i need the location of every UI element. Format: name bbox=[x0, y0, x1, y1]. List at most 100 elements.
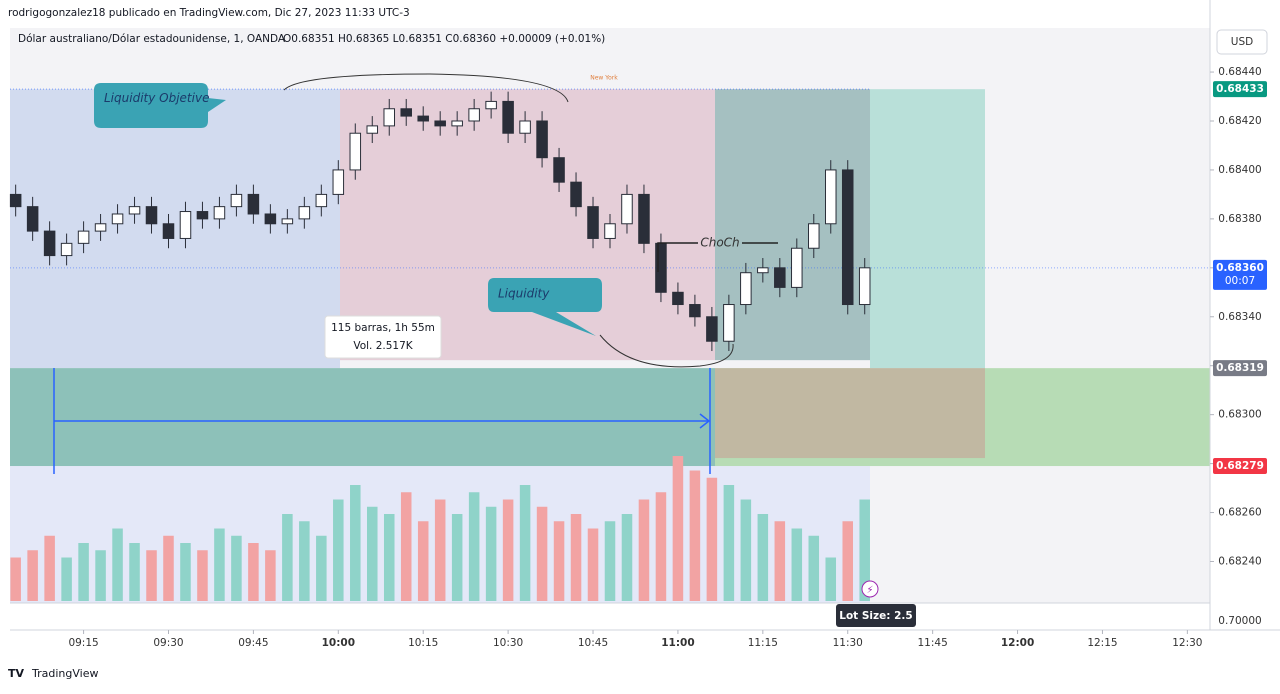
candle-body bbox=[824, 169, 837, 225]
candle-body bbox=[281, 218, 294, 225]
candle-body bbox=[162, 223, 175, 239]
volume-bar bbox=[468, 492, 480, 601]
x-tick-label: 11:15 bbox=[748, 637, 778, 649]
candle-body bbox=[366, 125, 379, 134]
volume-bar bbox=[146, 550, 157, 601]
lot-size-box bbox=[836, 604, 916, 627]
candle-body bbox=[502, 100, 514, 134]
price-tag-label: 0.68319 bbox=[1216, 362, 1264, 374]
brand: TradingView bbox=[31, 667, 98, 680]
alert-icon[interactable] bbox=[861, 580, 879, 598]
candle-body bbox=[77, 230, 90, 244]
x-tick-label: 09:45 bbox=[238, 637, 268, 649]
range-bars: 115 barras, 1h 55m bbox=[331, 322, 435, 334]
x-tick-label: 10:45 bbox=[578, 637, 608, 649]
ohlc: O0.68351 H0.68365 L0.68351 C0.68360 +0.0… bbox=[283, 33, 605, 45]
session-label: New York bbox=[590, 75, 618, 82]
price-tag bbox=[1213, 259, 1267, 290]
low-arc bbox=[599, 334, 734, 368]
y-tick-label: 0.68400 bbox=[1218, 164, 1261, 176]
symbol: Dólar australiano/Dólar estadounidense, … bbox=[18, 33, 286, 45]
price-tag bbox=[1213, 458, 1267, 475]
callout bbox=[488, 278, 602, 336]
candle-body bbox=[451, 120, 463, 127]
volume-bar bbox=[672, 456, 684, 601]
candle-body bbox=[400, 108, 412, 117]
volume-bar bbox=[740, 499, 752, 601]
y-tick-label: 0.68260 bbox=[1218, 507, 1261, 519]
candle-body bbox=[247, 193, 260, 215]
currency[interactable]: USD bbox=[1231, 36, 1253, 48]
alert-glyph: ⚡ bbox=[866, 585, 873, 596]
target-zone bbox=[10, 368, 715, 467]
candle-body bbox=[111, 213, 124, 225]
candle-body bbox=[740, 272, 752, 306]
candle-body bbox=[9, 193, 22, 208]
candle-body bbox=[434, 120, 446, 127]
volume-bar bbox=[282, 514, 293, 601]
volume-bar bbox=[248, 543, 259, 601]
x-tick-label: 10:30 bbox=[493, 637, 523, 649]
candle-body bbox=[723, 304, 735, 342]
candle-body bbox=[841, 169, 854, 306]
volume-bar bbox=[791, 528, 803, 601]
liquidity-objective-1: Liquidity Objetive bbox=[104, 91, 209, 105]
candle-body bbox=[808, 223, 820, 249]
volume-bar bbox=[180, 543, 191, 601]
candle-body bbox=[26, 206, 39, 232]
volume-bar bbox=[129, 543, 140, 601]
stop-zone bbox=[870, 89, 985, 369]
volume-bar bbox=[757, 514, 769, 601]
candle-body bbox=[230, 193, 243, 208]
volume-bar bbox=[333, 499, 344, 601]
volume-bar bbox=[536, 506, 548, 601]
volume-bar bbox=[859, 499, 870, 601]
range-zone bbox=[10, 89, 340, 369]
volume-bar bbox=[316, 535, 327, 601]
candle-body bbox=[757, 267, 769, 274]
volume-bar bbox=[706, 477, 718, 601]
volume-bar bbox=[723, 485, 735, 601]
volume-bar bbox=[451, 514, 463, 601]
x-tick-label: 12:15 bbox=[1087, 637, 1117, 649]
candle-body bbox=[638, 193, 650, 244]
volume-bar bbox=[383, 514, 395, 601]
countdown: 00:07 bbox=[1225, 275, 1255, 287]
volume-bar bbox=[44, 535, 55, 601]
x-tick-label: 12:00 bbox=[1001, 637, 1034, 649]
range-zone bbox=[340, 89, 715, 361]
candle-body bbox=[196, 211, 209, 220]
y-tick-label: 0.68340 bbox=[1218, 311, 1261, 323]
volume-bar bbox=[10, 557, 21, 601]
x-tick-label: 10:15 bbox=[408, 637, 438, 649]
x-tick-label: 10:00 bbox=[322, 637, 355, 649]
volume-bar bbox=[808, 535, 820, 601]
candle-body bbox=[417, 115, 429, 122]
currency-button[interactable] bbox=[1216, 29, 1268, 55]
volume-bar bbox=[265, 550, 276, 601]
x-tick-label: 09:30 bbox=[153, 637, 183, 649]
choch-label: ChoCh bbox=[700, 236, 739, 250]
candle-body bbox=[485, 100, 497, 110]
candle-body bbox=[60, 242, 73, 257]
volume-bar bbox=[587, 528, 599, 601]
candle-body bbox=[315, 193, 328, 208]
candle-body bbox=[145, 206, 158, 225]
candle-body bbox=[519, 120, 531, 134]
candle-body bbox=[553, 157, 565, 183]
volume-bar bbox=[434, 499, 446, 601]
candle-body bbox=[213, 206, 226, 220]
volume-scale-label: 0.70000 bbox=[1218, 615, 1261, 627]
volume-bar bbox=[502, 499, 514, 601]
high-arc bbox=[283, 73, 569, 103]
candle-body bbox=[621, 193, 633, 225]
candle-body bbox=[858, 267, 871, 306]
liquidity-label: Liquidity bbox=[498, 287, 550, 301]
candle-body bbox=[689, 304, 701, 318]
volume-bar bbox=[655, 492, 667, 601]
x-tick-label: 11:45 bbox=[918, 637, 948, 649]
y-tick-label: 0.68440 bbox=[1218, 66, 1261, 78]
volume-bar bbox=[400, 492, 412, 601]
candle-body bbox=[791, 247, 803, 288]
